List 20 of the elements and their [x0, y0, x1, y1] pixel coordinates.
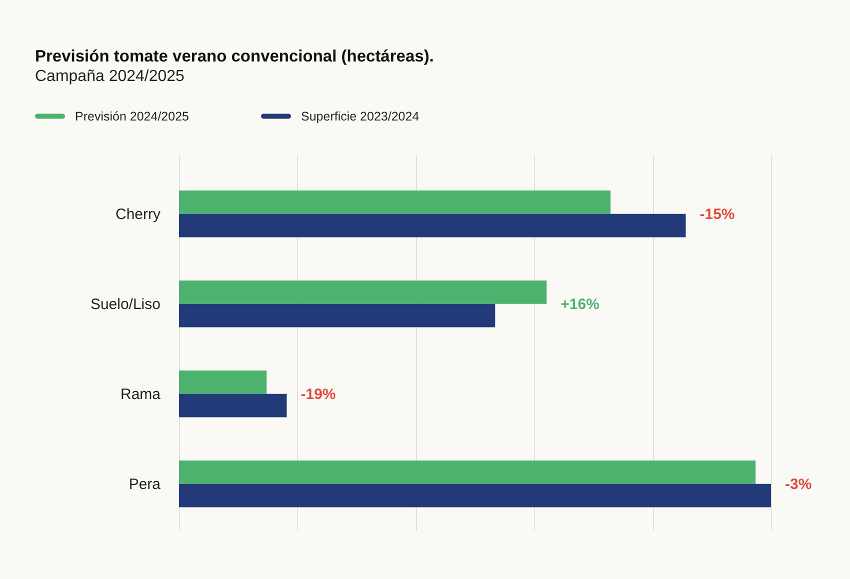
y-tick-label: Cherry [115, 206, 161, 223]
legend-label: Superficie 2023/2024 [301, 109, 420, 124]
y-tick-label: Suelo/Liso [90, 296, 160, 313]
annotation: -19% [300, 386, 336, 403]
chart-title: Previsión tomate verano convencional (hectáreas). [35, 48, 434, 66]
bar [179, 304, 496, 328]
bar [179, 214, 686, 238]
bar [179, 370, 267, 394]
bar [179, 280, 547, 304]
legend-label: Previsión 2024/2025 [75, 109, 190, 124]
bar [179, 190, 611, 214]
annotation: -15% [700, 206, 735, 223]
y-tick-label: Rama [120, 386, 162, 403]
bar [179, 394, 287, 418]
annotation: -3% [785, 476, 812, 493]
annotation: +16% [560, 296, 600, 313]
y-tick-label: Pera [128, 476, 162, 493]
chart-subtitle: Campaña 2024/2025 [35, 68, 185, 85]
bar [179, 460, 756, 484]
bar [179, 484, 771, 508]
